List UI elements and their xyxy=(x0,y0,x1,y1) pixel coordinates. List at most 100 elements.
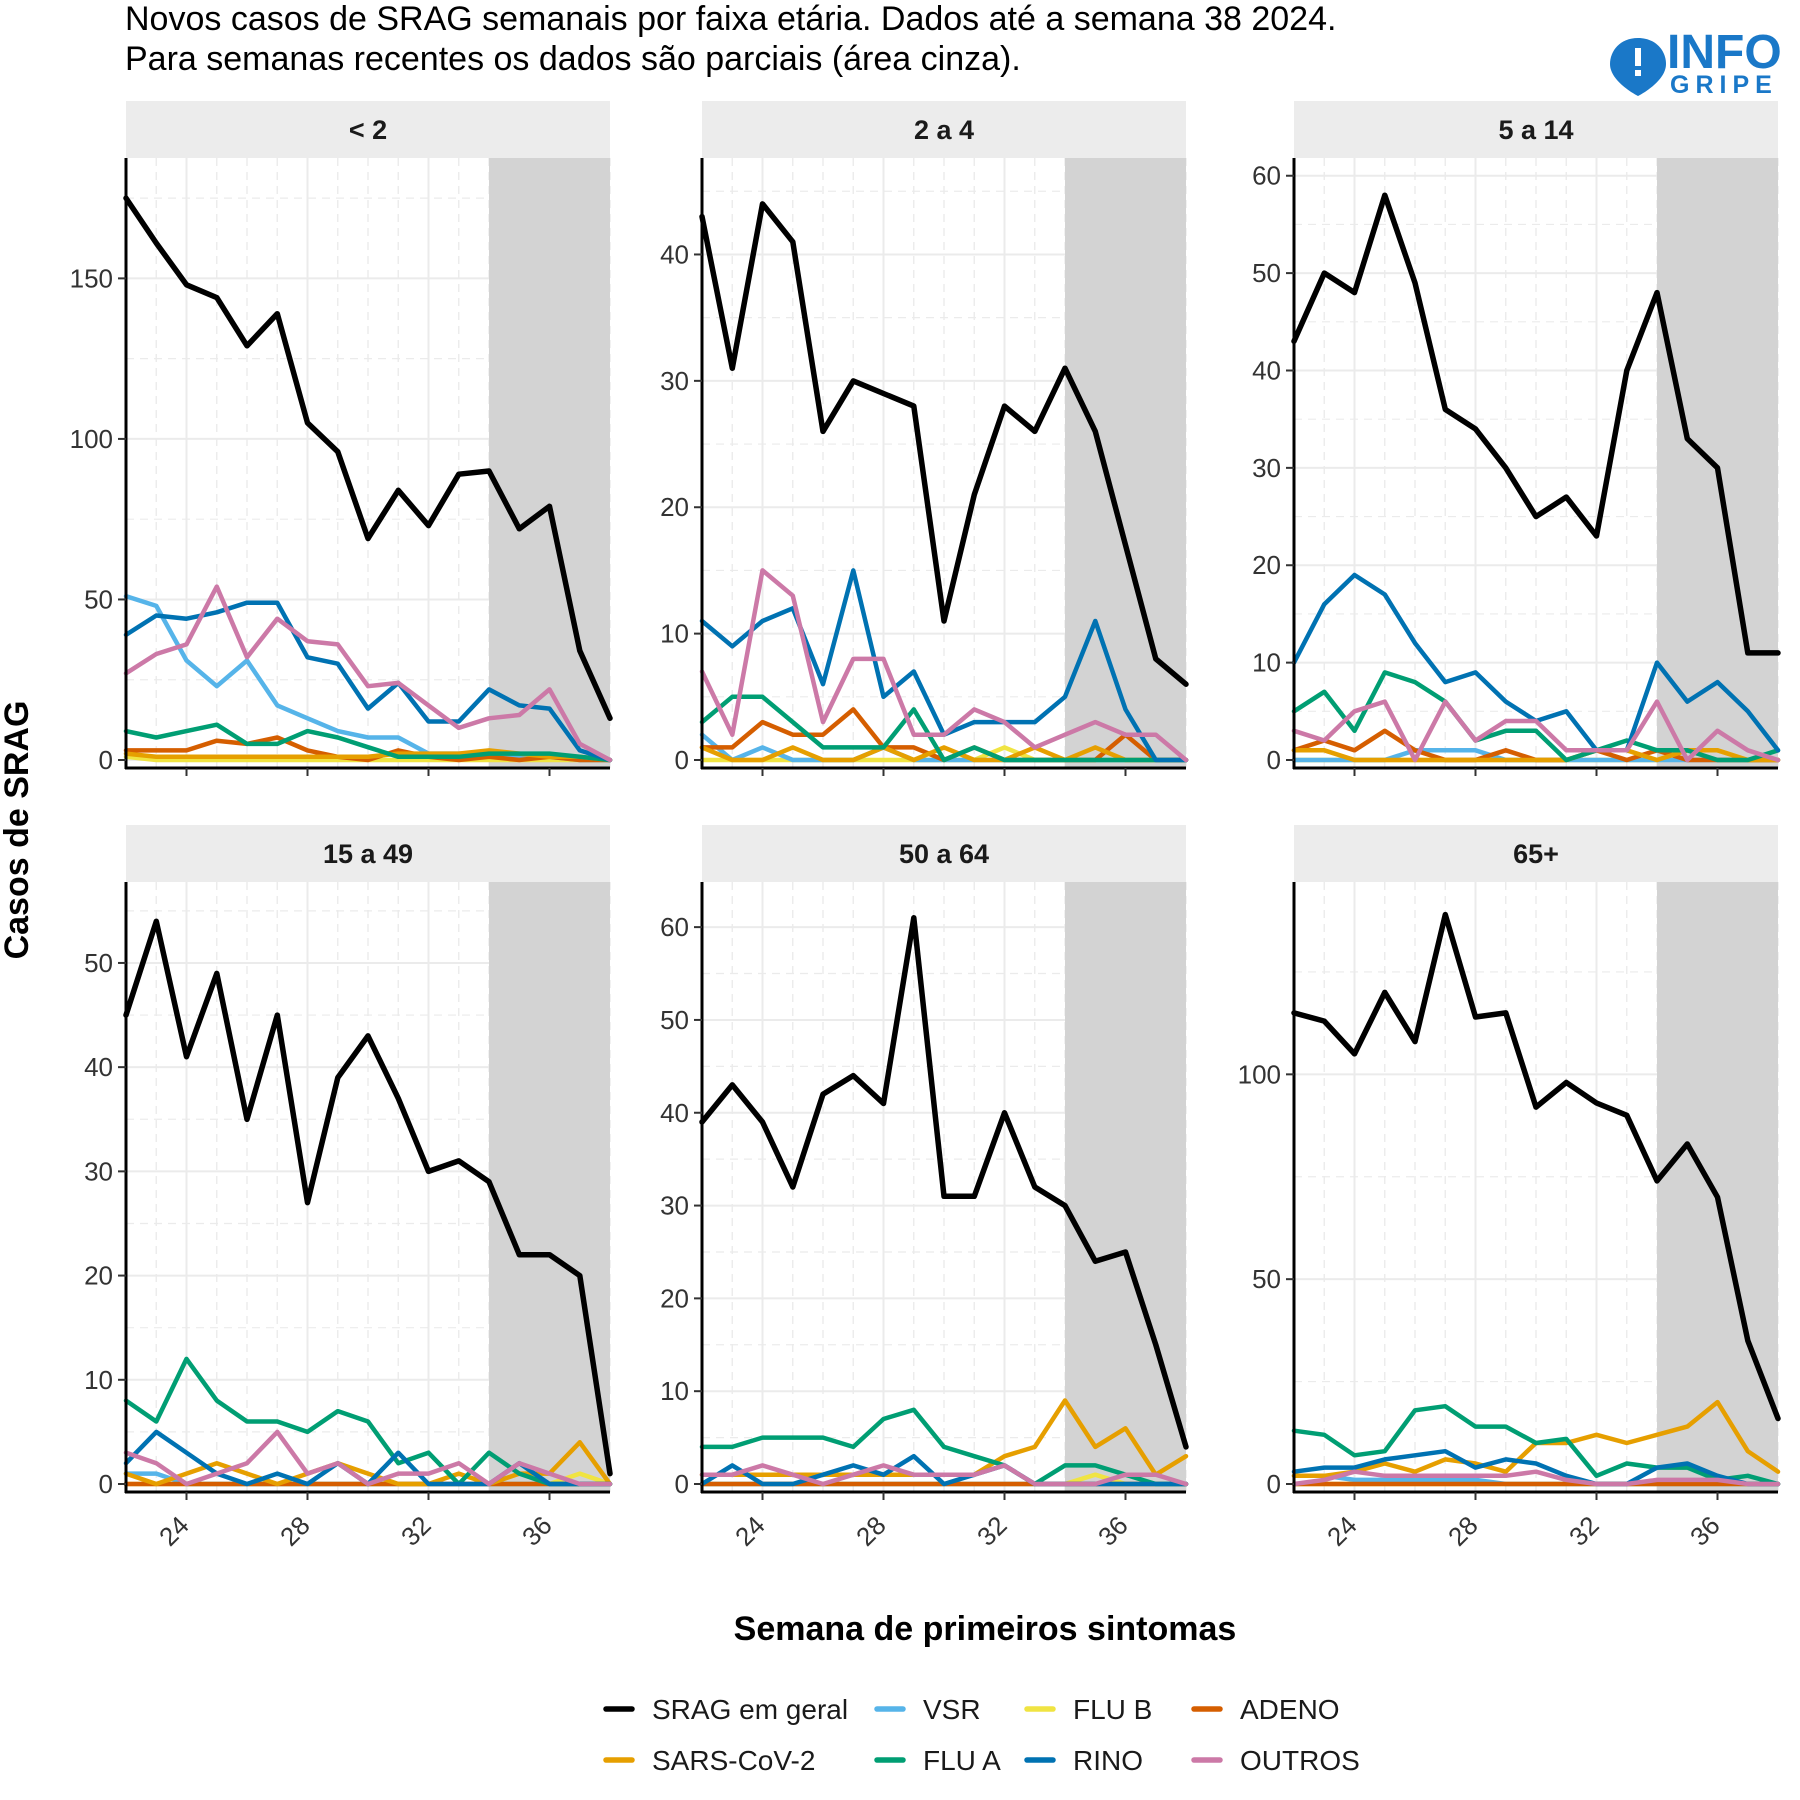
y-tick-label: 10 xyxy=(84,1365,113,1395)
legend-label: FLU A xyxy=(923,1745,1001,1776)
legend-label: VSR xyxy=(923,1694,981,1725)
partial-data-area xyxy=(1657,882,1778,1492)
x-tick-label: 32 xyxy=(395,1510,437,1552)
legend-label: ADENO xyxy=(1240,1694,1340,1725)
x-tick-label: 24 xyxy=(729,1510,771,1552)
series-line-srag-em-geral xyxy=(699,201,1189,687)
y-tick-label: 50 xyxy=(84,584,113,614)
partial-data-area xyxy=(489,158,610,768)
series-lines xyxy=(1291,911,1781,1487)
legend-item-flu-a: FLU A xyxy=(874,1745,1001,1776)
strip-background xyxy=(702,101,1186,158)
y-tick-label: 40 xyxy=(660,1098,689,1128)
series-line-srag-em-geral xyxy=(1291,911,1781,1422)
series-line-outros xyxy=(123,584,613,763)
y-tick-label: 50 xyxy=(1252,1264,1281,1294)
x-tick-label: 28 xyxy=(850,1510,892,1552)
chart-title: Novos casos de SRAG semanais por faixa e… xyxy=(125,0,1336,38)
series-line-srag-em-geral xyxy=(699,915,1189,1450)
y-tick-label: 100 xyxy=(70,424,113,454)
x-tick-label: 32 xyxy=(1563,1510,1605,1552)
x-tick-label: 28 xyxy=(1442,1510,1484,1552)
legend-item-vsr: VSR xyxy=(874,1694,981,1725)
y-tick-label: 20 xyxy=(660,1283,689,1313)
legend-label: SARS-CoV-2 xyxy=(652,1745,815,1776)
strip-label: 15 a 49 xyxy=(323,839,413,869)
series-lines xyxy=(123,195,613,763)
strip-label: 2 a 4 xyxy=(914,115,974,145)
y-tick-label: 10 xyxy=(1252,648,1281,678)
y-tick-label: 10 xyxy=(660,619,689,649)
y-tick-label: 10 xyxy=(660,1376,689,1406)
series-lines xyxy=(699,915,1189,1487)
x-tick-label: 24 xyxy=(1321,1510,1363,1552)
legend-item-rino: RINO xyxy=(1024,1745,1143,1776)
strip-background xyxy=(126,825,610,882)
strip-label: 50 a 64 xyxy=(899,839,989,869)
legend-label: FLU B xyxy=(1073,1694,1152,1725)
strip-label: 65+ xyxy=(1513,839,1559,869)
logo-main-text: INFO xyxy=(1667,26,1782,79)
legend-label: SRAG em geral xyxy=(652,1694,848,1725)
panel-50-a-64: 50 a 64 0 10 20 30 40 50 60 24 28 32 36 xyxy=(660,825,1189,1552)
y-tick-label: 0 xyxy=(1267,745,1281,775)
y-tick-label: 0 xyxy=(99,745,113,775)
x-tick-label: 36 xyxy=(1092,1510,1134,1552)
y-tick-label: 40 xyxy=(84,1052,113,1082)
legend: SRAG em geral VSR FLU B ADENO SARS-CoV-2 FLU … xyxy=(603,1694,1360,1776)
y-tick-label: 20 xyxy=(660,492,689,522)
series-line-outros xyxy=(699,1463,1189,1487)
strip-label: < 2 xyxy=(349,115,387,145)
legend-item-srag-em-geral: SRAG em geral xyxy=(603,1694,848,1725)
y-tick-label: 20 xyxy=(84,1261,113,1291)
legend-item-flu-b: FLU B xyxy=(1024,1694,1152,1725)
series-line-adeno xyxy=(123,735,613,763)
series-line-flu-a xyxy=(123,722,613,763)
x-tick-label: 24 xyxy=(153,1510,195,1552)
x-tick-label: 36 xyxy=(516,1510,558,1552)
y-tick-label: 60 xyxy=(1252,161,1281,191)
panel-2: < 2 0 50 100 150 xyxy=(70,101,613,776)
x-tick-label: 36 xyxy=(1684,1510,1726,1552)
x-tick-label: 28 xyxy=(274,1510,316,1552)
series-line-rino xyxy=(1291,1448,1781,1487)
y-tick-label: 50 xyxy=(84,948,113,978)
y-tick-label: 30 xyxy=(1252,453,1281,483)
partial-data-area xyxy=(489,882,610,1492)
panel-65: 65+ 0 50 100 24 28 32 36 xyxy=(1238,825,1781,1552)
legend-label: RINO xyxy=(1073,1745,1143,1776)
y-tick-label: 30 xyxy=(84,1156,113,1186)
panel-2-a-4: 2 a 4 0 10 20 30 40 xyxy=(660,101,1189,776)
series-line-flu-a xyxy=(699,694,1189,763)
series-line-outros xyxy=(1291,1469,1781,1487)
series-line-flu-a xyxy=(699,1407,1189,1487)
y-tick-label: 150 xyxy=(70,263,113,293)
series-lines xyxy=(1291,192,1781,763)
series-line-outros xyxy=(699,568,1189,763)
y-tick-label: 40 xyxy=(1252,355,1281,385)
series-lines xyxy=(699,201,1189,763)
y-axis-title: Casos de SRAG xyxy=(0,701,36,960)
panel-5-a-14: 5 a 14 0 10 20 30 40 50 60 xyxy=(1252,101,1781,776)
legend-item-adeno: ADENO xyxy=(1191,1694,1340,1725)
strip-background xyxy=(1294,825,1778,882)
y-tick-label: 40 xyxy=(660,239,689,269)
y-tick-label: 60 xyxy=(660,912,689,942)
series-line-sars-cov-2 xyxy=(699,745,1189,763)
chart-subtitle: Para semanas recentes os dados são parci… xyxy=(125,40,1021,78)
series-line-rino xyxy=(699,1453,1189,1487)
legend-item-outros: OUTROS xyxy=(1191,1745,1360,1776)
logo-sub-text: GRIPE xyxy=(1670,71,1778,99)
legend-label: OUTROS xyxy=(1240,1745,1360,1776)
x-axis-title: Semana de primeiros sintomas xyxy=(734,1610,1237,1648)
y-tick-label: 0 xyxy=(99,1469,113,1499)
series-line-srag-em-geral xyxy=(1291,192,1781,656)
strip-background xyxy=(702,825,1186,882)
y-tick-label: 0 xyxy=(675,745,689,775)
infogripe-logo: INFO GRIPE xyxy=(1610,26,1782,99)
legend-item-sars-cov-2: SARS-CoV-2 xyxy=(603,1745,815,1776)
y-tick-label: 50 xyxy=(1252,258,1281,288)
series-line-srag-em-geral xyxy=(123,918,613,1477)
